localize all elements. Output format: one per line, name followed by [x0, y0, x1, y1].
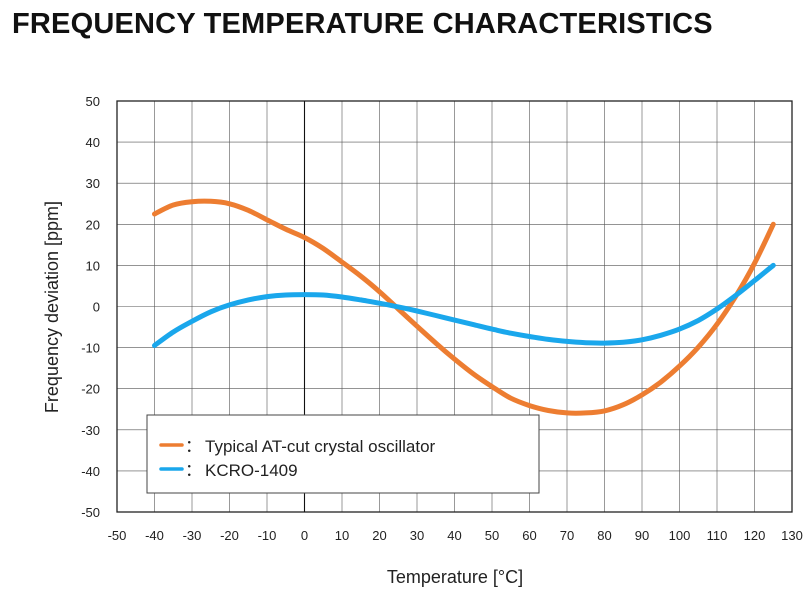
x-tick-label: 70 — [560, 528, 574, 543]
x-tick-label: -30 — [183, 528, 202, 543]
legend-label-kcro: KCRO-1409 — [205, 461, 298, 480]
x-tick-label: 20 — [372, 528, 386, 543]
legend-box — [146, 414, 540, 494]
series-line-at-cut-crystal — [152, 198, 776, 416]
x-tick-label: -10 — [258, 528, 277, 543]
y-tick-label: -20 — [81, 382, 100, 397]
series-line-kcro-1409 — [152, 262, 776, 348]
y-tick-label: 30 — [86, 176, 100, 191]
y-tick-label: 0 — [93, 300, 100, 315]
x-tick-label: 10 — [335, 528, 349, 543]
y-tick-labels: -50 -40 -30 -20 -10 0 10 20 30 40 50 — [81, 94, 100, 520]
x-tick-label: 40 — [447, 528, 461, 543]
legend-separator: ： — [185, 437, 202, 456]
x-tick-label: -40 — [145, 528, 164, 543]
x-tick-label: -50 — [108, 528, 127, 543]
legend-separator: ： — [185, 461, 202, 480]
x-tick-label: 50 — [485, 528, 499, 543]
x-tick-label: -20 — [220, 528, 239, 543]
legend: ： Typical AT-cut crystal oscillator ： KC… — [146, 414, 540, 494]
y-axis-label: Frequency deviation [ppm] — [42, 201, 62, 413]
x-tick-label: 30 — [410, 528, 424, 543]
legend-label-at-cut: Typical AT-cut crystal oscillator — [205, 437, 436, 456]
y-tick-label: -30 — [81, 423, 100, 438]
x-tick-label: 100 — [669, 528, 691, 543]
y-tick-label: 40 — [86, 135, 100, 150]
y-tick-label: 50 — [86, 94, 100, 109]
x-tick-label: 90 — [635, 528, 649, 543]
page-title: FREQUENCY TEMPERATURE CHARACTERISTICS — [12, 8, 713, 40]
x-tick-label: 80 — [597, 528, 611, 543]
x-tick-label: 120 — [744, 528, 766, 543]
y-tick-label: -40 — [81, 464, 100, 479]
x-tick-label: 130 — [781, 528, 803, 543]
series-lines — [152, 198, 776, 416]
x-tick-label: 60 — [522, 528, 536, 543]
y-tick-label: 20 — [86, 217, 100, 232]
x-tick-labels: -50 -40 -30 -20 -10 0 10 20 30 40 50 60 70 80 90 100 110… — [108, 528, 803, 543]
y-tick-label: 10 — [86, 258, 100, 273]
x-axis-label: Temperature [°C] — [387, 567, 523, 587]
x-tick-label: 110 — [707, 528, 728, 543]
y-tick-label: -10 — [81, 341, 100, 356]
x-tick-label: 0 — [301, 528, 308, 543]
plot-frame — [116, 100, 793, 513]
y-tick-label: -50 — [81, 505, 100, 520]
